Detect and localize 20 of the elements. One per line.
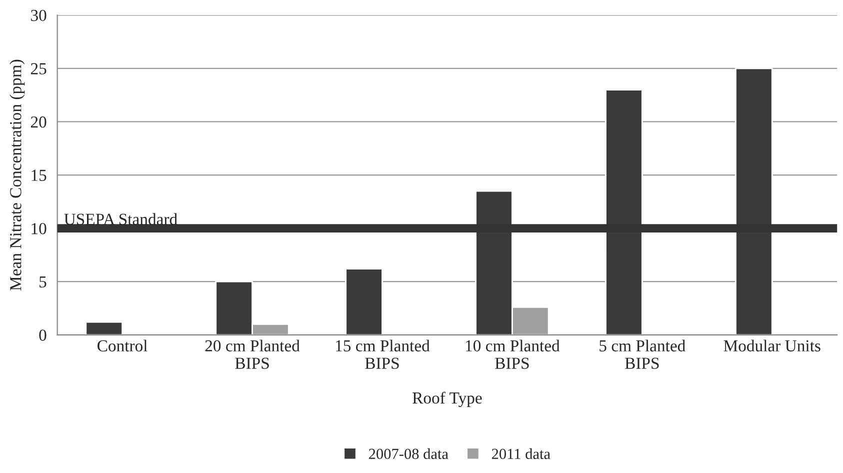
legend-label: 2011 data bbox=[492, 448, 550, 460]
y-tick-label: 10 bbox=[32, 223, 46, 234]
y-tick-label: 30 bbox=[31, 10, 46, 22]
y-tick-label: 20 bbox=[30, 116, 46, 128]
y-tick-label: 25 bbox=[30, 63, 46, 74]
x-tick-label: 20 cm Planted BIPS bbox=[205, 340, 300, 369]
legend-label: 2007-08 data bbox=[369, 448, 448, 460]
y-tick-label: 0 bbox=[39, 330, 46, 341]
y-tick-label: 5 bbox=[40, 276, 46, 288]
x-tick-label: 15 cm Planted BIPS bbox=[336, 340, 430, 369]
x-axis-title: Roof Type bbox=[412, 392, 482, 408]
y-tick-label: 15 bbox=[32, 170, 46, 181]
y-axis-title: Mean Nitrate Concentration (ppm) bbox=[10, 60, 25, 290]
bar bbox=[345, 268, 383, 335]
ref-line-label: USEPA Standard bbox=[64, 213, 178, 225]
x-tick-label: Modular Units bbox=[724, 340, 820, 352]
x-tick-label: 10 cm Planted BIPS bbox=[466, 340, 560, 369]
x-tick-label: 5 cm Planted BIPS bbox=[600, 340, 686, 369]
bar bbox=[85, 321, 123, 335]
x-tick-label: Control bbox=[98, 340, 148, 352]
